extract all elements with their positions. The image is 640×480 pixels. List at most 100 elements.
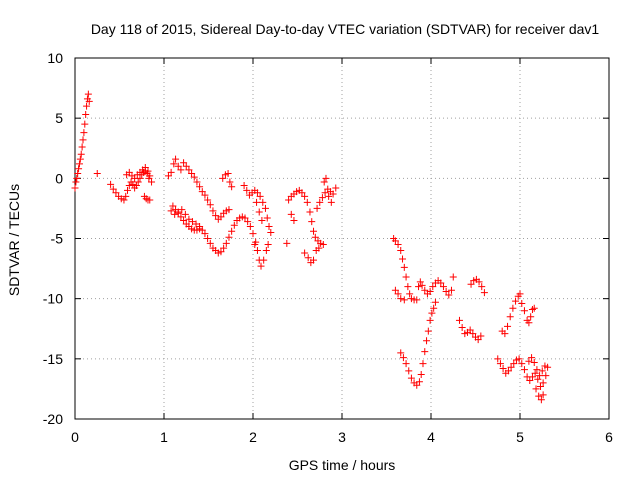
data-point	[78, 143, 86, 151]
data-point	[394, 241, 402, 249]
data-point	[304, 254, 312, 262]
data-point	[538, 367, 546, 375]
data-point	[82, 111, 90, 119]
data-point	[241, 214, 249, 222]
data-point	[125, 168, 133, 176]
data-point	[509, 304, 517, 312]
data-point	[180, 159, 188, 167]
data-point	[407, 374, 415, 382]
x-tick-label: 0	[71, 429, 79, 445]
data-point	[181, 210, 189, 218]
data-point	[71, 184, 79, 192]
data-point	[190, 173, 198, 181]
data-point	[437, 279, 445, 287]
data-point	[182, 162, 190, 170]
data-point	[79, 136, 87, 144]
data-point	[188, 218, 196, 226]
data-point	[525, 319, 533, 327]
data-point	[83, 102, 91, 110]
data-point	[264, 241, 272, 249]
data-point	[539, 379, 547, 387]
data-point	[193, 178, 201, 186]
data-point	[265, 222, 273, 230]
data-point	[428, 309, 436, 317]
data-point	[192, 220, 200, 228]
data-point	[262, 247, 270, 255]
data-point	[416, 278, 424, 286]
data-point	[261, 204, 269, 212]
data-point	[253, 198, 261, 206]
data-point	[188, 170, 196, 178]
data-point	[198, 226, 206, 234]
data-point	[224, 170, 232, 178]
data-point	[515, 355, 523, 363]
y-tick-label: 5	[55, 110, 63, 126]
data-point	[501, 330, 509, 338]
data-point	[504, 322, 512, 330]
data-point	[542, 372, 550, 380]
data-point	[301, 192, 309, 200]
data-point	[249, 230, 257, 238]
data-point	[226, 178, 234, 186]
data-point	[253, 189, 261, 197]
data-point	[424, 327, 432, 335]
data-point	[112, 189, 120, 197]
data-point	[301, 249, 309, 257]
data-point	[75, 160, 83, 168]
data-point	[172, 155, 180, 163]
x-tick-label: 1	[160, 429, 168, 445]
data-point	[228, 183, 236, 191]
data-point	[421, 286, 429, 294]
data-point	[85, 97, 93, 105]
data-point	[533, 366, 541, 374]
data-point	[146, 172, 154, 180]
data-point	[243, 186, 251, 194]
data-point	[84, 90, 92, 98]
data-point	[445, 291, 453, 299]
data-point	[535, 392, 543, 400]
data-point	[480, 289, 488, 297]
data-point	[285, 196, 293, 204]
data-point	[93, 170, 101, 178]
data-point	[259, 198, 267, 206]
data-point	[532, 385, 540, 393]
data-point	[477, 332, 485, 340]
data-point	[530, 358, 538, 366]
data-point	[417, 370, 425, 378]
data-point	[541, 362, 549, 370]
data-point	[421, 348, 429, 356]
data-point	[164, 172, 172, 180]
data-point	[146, 196, 154, 204]
data-point	[206, 239, 214, 247]
data-point	[539, 391, 547, 399]
data-point	[144, 167, 152, 175]
data-point	[125, 182, 133, 190]
data-point	[400, 296, 408, 304]
data-point	[458, 324, 466, 332]
data-point	[196, 222, 204, 230]
data-point	[185, 166, 193, 174]
data-point	[397, 247, 405, 255]
data-point	[303, 198, 311, 206]
data-point	[528, 373, 536, 381]
data-point	[198, 188, 206, 196]
data-point	[413, 296, 421, 304]
data-point	[148, 178, 156, 186]
data-point	[298, 189, 306, 197]
tick-labels: 0 1 2 3 4 5 6 10 5 0 -5 -10 -15 -20	[43, 50, 613, 445]
data-point	[185, 215, 193, 223]
data-point	[447, 286, 455, 294]
data-point	[397, 295, 405, 303]
plot-frame	[74, 57, 610, 420]
data-point	[406, 290, 414, 298]
data-point	[209, 207, 217, 215]
data-point	[510, 360, 518, 368]
data-point	[399, 354, 407, 362]
data-point	[506, 313, 514, 321]
data-point	[141, 164, 149, 172]
data-point	[169, 202, 177, 210]
chart-title: Day 118 of 2015, Sidereal Day-to-day VTE…	[91, 21, 600, 37]
data-point	[494, 355, 502, 363]
data-point	[313, 204, 321, 212]
data-point	[332, 184, 340, 192]
